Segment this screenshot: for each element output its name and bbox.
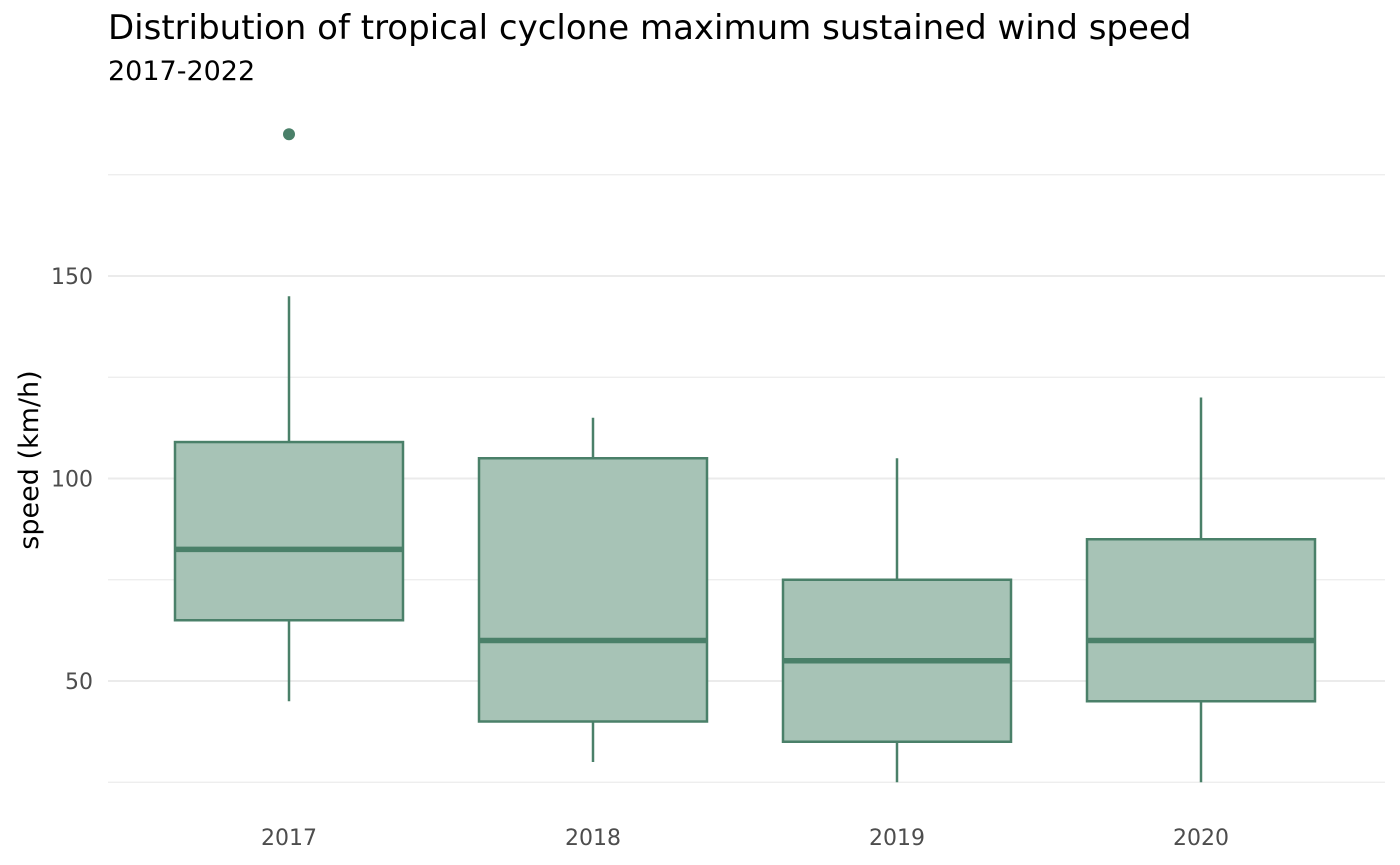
y-tick-label: 150: [51, 265, 93, 290]
y-axis-title: speed (km/h): [14, 370, 45, 549]
x-tick-label: 2020: [1173, 826, 1229, 851]
box-iqr: [173, 440, 405, 622]
box-iqr: [1085, 538, 1317, 703]
box-2018: [477, 417, 709, 762]
box-2017: [173, 128, 405, 702]
y-tick-label: 100: [51, 468, 93, 493]
box-iqr: [477, 457, 709, 723]
x-tick-label: 2019: [869, 826, 925, 851]
outlier-point: [283, 128, 295, 141]
box-2020: [1085, 397, 1317, 783]
boxes: [173, 128, 1317, 783]
chart-subtitle: 2017-2022: [108, 56, 256, 87]
axes: 50 100 150 2017 2018 2019 2020: [51, 265, 1229, 851]
chart-title: Distribution of tropical cyclone maximum…: [108, 8, 1192, 48]
x-tick-label: 2017: [261, 826, 317, 851]
y-tick-label: 50: [65, 670, 93, 695]
x-tick-label: 2018: [565, 826, 621, 851]
box-2019: [781, 458, 1013, 783]
